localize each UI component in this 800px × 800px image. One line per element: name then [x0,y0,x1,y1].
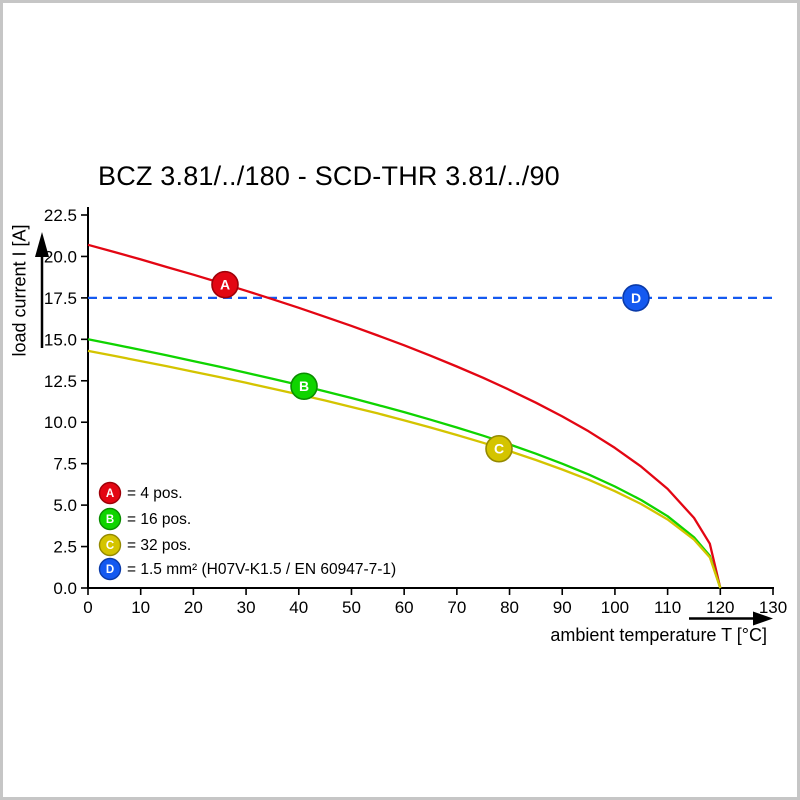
legend-swatch-D [98,557,122,581]
chart-title: BCZ 3.81/../180 - SCD-THR 3.81/../90 [98,161,560,191]
marker-circle-B [290,372,318,401]
y-tick-label: 10.0 [44,413,77,432]
marker-C: C [485,434,513,463]
y-tick-label: 0.0 [53,579,77,598]
legend-label-D: = 1.5 mm² (H07V-K1.5 / EN 60947-7-1) [127,561,396,578]
x-tick-label: 30 [237,598,256,617]
x-tick-label: 0 [83,598,92,617]
x-axis-arrow-icon [689,611,773,626]
marker-letter-C: C [494,441,504,457]
curve-B [87,338,722,589]
y-tick-label: 2.5 [53,538,77,557]
x-tick-label: 120 [706,598,734,617]
marker-letter-D: D [631,290,641,306]
legend-label-C: = 32 pos. [127,537,191,554]
legend-swatch-C [98,533,122,557]
legend-label-A: = 4 pos. [127,485,183,502]
legend-letter-C: C [106,540,114,552]
marker-letter-A: A [220,277,230,293]
y-tick-label: 20.0 [44,247,77,266]
legend-letter-A: A [106,488,114,500]
marker-B: B [290,372,318,401]
marker-A: A [211,270,239,299]
legend-item-A: A = 4 pos. [98,481,183,505]
x-tick-label: 10 [131,598,150,617]
legend-swatch-B [98,507,122,531]
marker-circle-C [485,434,513,463]
legend-letter-B: B [106,514,114,526]
x-tick-label: 40 [289,598,308,617]
marker-D: D [622,284,650,312]
x-tick-label: 110 [654,598,681,617]
legend-item-C: C = 32 pos. [98,533,191,557]
y-tick-label: 5.0 [53,496,77,515]
x-tick-label: 20 [184,598,203,617]
x-tick-label: 70 [447,598,466,617]
y-tick-label: 15.0 [44,330,77,349]
legend-letter-D: D [106,564,114,576]
legend-item-B: B = 16 pos. [98,507,191,531]
y-axis-arrow-icon [35,232,49,348]
x-axis-label: ambient temperature T [°C] [550,625,767,645]
marker-circle-D [622,284,650,312]
marker-circle-A [211,270,239,299]
x-tick-label: 60 [395,598,414,617]
y-tick-label: 22.5 [44,206,77,225]
x-tick-label: 100 [601,598,629,617]
x-tick-label: 90 [553,598,572,617]
curve-A [87,243,722,589]
x-tick-label: 130 [759,598,787,617]
derating-chart: 0 10 20 30 40 50 60 70 80 90 100 110 120 130 0.0 2.5 5.0… [35,206,787,626]
y-tick-label: 12.5 [44,372,77,391]
y-tick-label: 7.5 [53,455,77,474]
legend-swatch-A [98,481,122,505]
curve-C [87,349,722,589]
x-tick-label: 80 [500,598,519,617]
legend-item-D: D = 1.5 mm² (H07V-K1.5 / EN 60947-7-1) [98,557,396,581]
marker-letter-B: B [299,378,309,394]
x-tick-label: 50 [342,598,361,617]
legend-label-B: = 16 pos. [127,511,191,528]
y-tick-label: 17.5 [44,289,77,308]
